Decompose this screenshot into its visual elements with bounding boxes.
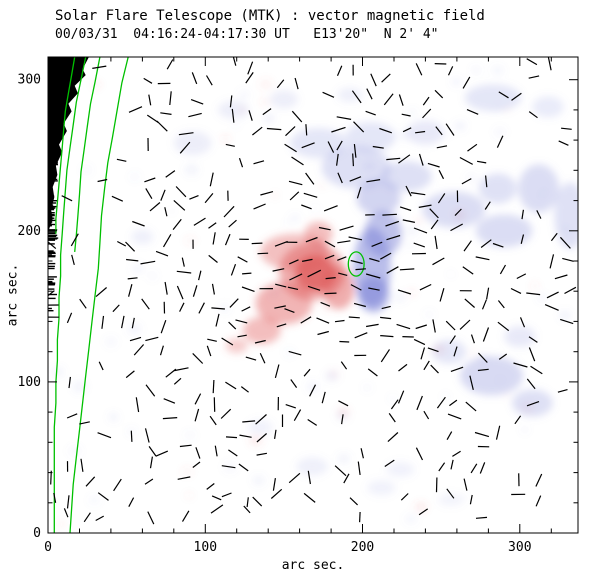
y-axis-label: arc sec. [5, 263, 21, 327]
axes-box [47, 56, 579, 534]
contour-line [74, 57, 101, 252]
y-tick-label: 200 [18, 224, 41, 239]
contour-line [53, 57, 87, 533]
x-tick-label: 100 [194, 540, 217, 555]
contour-line [55, 57, 76, 234]
polarity-field [51, 65, 578, 527]
x-axis-label: arc sec. [281, 558, 345, 573]
x-tick-label: 0 [44, 540, 52, 555]
x-tick-label: 200 [351, 540, 374, 555]
contour-line [69, 57, 129, 533]
contour-loop [347, 251, 365, 277]
y-tick-label: 0 [33, 526, 41, 541]
figure-subtitle: 00/03/31 04:16:24-04:17:30 UT E13'20" N … [55, 27, 439, 42]
figure-title: Solar Flare Telescope (MTK) : vector mag… [55, 8, 485, 24]
x-tick-label: 300 [508, 540, 531, 555]
y-tick-label: 100 [18, 375, 41, 390]
saturated-mask [48, 57, 89, 234]
y-tick-label: 300 [18, 73, 41, 88]
field-map [48, 57, 578, 533]
